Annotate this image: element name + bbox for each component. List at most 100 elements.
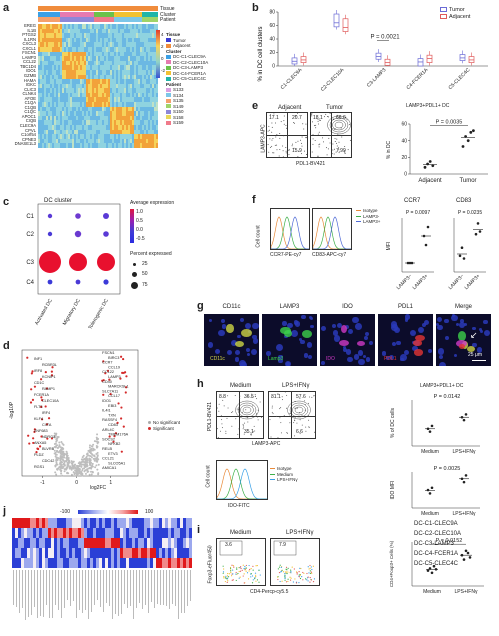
d-point-sig [121, 371, 124, 374]
facs-event [240, 567, 242, 570]
heat-cell [54, 42, 57, 48]
heat-cell [62, 106, 65, 112]
facs-event [332, 128, 334, 130]
legend-swatch [166, 54, 171, 59]
heat-cell [84, 74, 87, 80]
heat-cell [150, 28, 153, 34]
heat-cell [40, 65, 43, 71]
d-point-ns [86, 460, 89, 463]
j-cell [111, 538, 115, 548]
heat-cell [76, 46, 79, 52]
j-gene-tick [145, 570, 146, 606]
heat-cell [48, 24, 51, 29]
heat-cell [102, 74, 105, 80]
d-point-sig [101, 379, 104, 382]
heat-cell [68, 134, 71, 139]
heat-cell [72, 129, 75, 135]
facs-event [218, 410, 220, 412]
facs-event [287, 580, 289, 583]
heat-cell [70, 46, 73, 52]
j-cell [147, 548, 151, 558]
heat-cell [84, 28, 87, 34]
facs-event [306, 153, 307, 155]
d-point-ns [62, 465, 65, 468]
j-cell [63, 548, 67, 558]
heat-cell [64, 120, 67, 126]
heat-cell [46, 51, 49, 57]
heat-cell [52, 102, 55, 107]
heat-cell [50, 88, 53, 94]
heat-cell [146, 42, 149, 48]
heat-cell [144, 125, 147, 130]
facs-event [344, 153, 346, 155]
heat-cell [116, 88, 119, 94]
heat-cell [42, 60, 45, 66]
c-frame [37, 203, 121, 295]
heat-cell [68, 51, 71, 57]
track-cell [142, 6, 158, 11]
d-point-ns [81, 469, 84, 472]
facs-contour [332, 119, 346, 131]
heat-cell [122, 92, 125, 98]
heat-cell [130, 42, 133, 48]
cell-signal [226, 324, 234, 333]
j-cell [129, 548, 133, 558]
d-point-ns [60, 463, 63, 466]
facs-event [272, 413, 274, 415]
heat-cell [114, 33, 117, 38]
facs-event [237, 572, 239, 575]
legend-swatch [166, 109, 171, 114]
heat-cell [96, 56, 99, 61]
heat-cell [146, 138, 149, 144]
j-gene-tick [190, 570, 191, 602]
heat-cell [114, 106, 117, 112]
d-point-ns [62, 447, 65, 450]
heat-cell [126, 65, 129, 71]
heat-cell [74, 111, 77, 117]
nucleus [436, 317, 442, 323]
heat-cell [118, 138, 121, 144]
heat-cell [38, 143, 41, 148]
d-xtick-label: 0 [75, 480, 78, 486]
heat-cell [98, 134, 101, 139]
j-cell [24, 538, 28, 548]
heat-cell [66, 74, 69, 80]
heat-cell [140, 37, 143, 43]
heat-cell [64, 92, 67, 98]
legend-label: Adjacent [449, 14, 471, 20]
heat-cell [84, 56, 87, 61]
heat-cell [82, 125, 85, 130]
heat-cell [138, 37, 141, 43]
if-title: CD11c [222, 304, 241, 310]
heat-cell [72, 111, 75, 117]
heat-cell [68, 28, 71, 34]
heat-cell [104, 51, 107, 57]
heat-cell [112, 24, 115, 29]
heat-cell [108, 125, 111, 130]
heat-cell [126, 120, 129, 126]
heat-cell [88, 46, 91, 52]
gene-label: IGKC [25, 82, 36, 88]
facs-event [280, 422, 282, 424]
nucleus [388, 354, 394, 360]
j-cell [27, 558, 31, 568]
heat-cell [94, 65, 97, 71]
heat-cell [50, 115, 53, 121]
heat-cell [156, 83, 158, 89]
facs-event [278, 566, 281, 568]
d-point-sig [31, 398, 35, 401]
heat-cell [58, 111, 61, 117]
heat-cell [72, 28, 75, 34]
heat-cell [90, 97, 93, 103]
heat-cell [108, 79, 111, 84]
facs-event [239, 570, 242, 572]
heat-cell [112, 69, 115, 75]
facs-event [257, 416, 259, 418]
j-gene-tick [25, 570, 26, 620]
heat-cell [62, 83, 65, 89]
heat-cell [100, 28, 103, 34]
heat-cell [142, 134, 145, 139]
j-cell [72, 558, 76, 568]
heat-cell [74, 24, 77, 29]
nucleus [357, 350, 364, 356]
